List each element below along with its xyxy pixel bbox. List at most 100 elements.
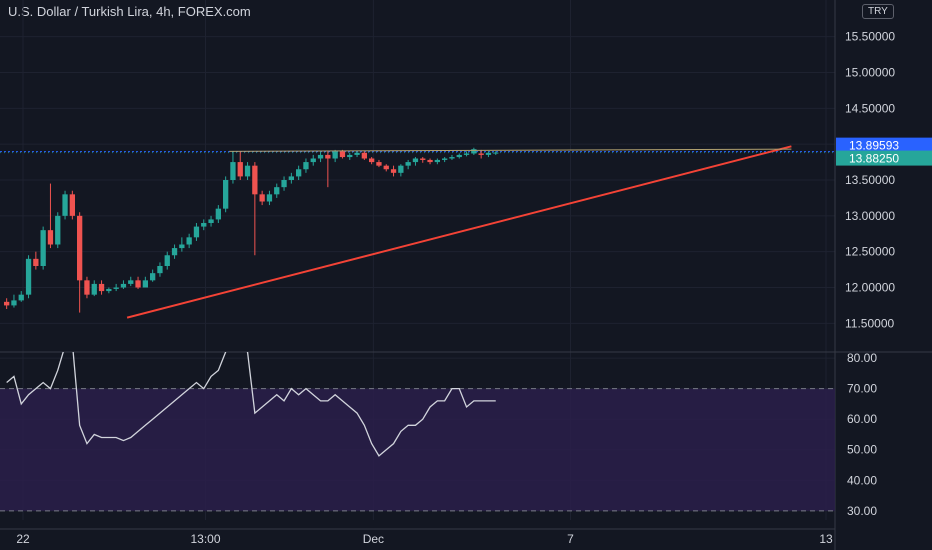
- candle: [347, 152, 353, 160]
- candle: [332, 149, 338, 163]
- candle-body: [179, 244, 185, 249]
- candle-body: [317, 154, 324, 159]
- candle-body: [442, 158, 448, 160]
- candle: [252, 162, 258, 256]
- candle: [120, 280, 127, 289]
- candle: [376, 159, 382, 168]
- price-tick-label: 15.50000: [845, 30, 895, 44]
- rsi-tick-label: 80.00: [847, 351, 877, 365]
- candle-body: [449, 157, 455, 159]
- candle: [420, 157, 426, 163]
- candle: [98, 280, 105, 295]
- candle-body: [485, 152, 492, 155]
- candle-body: [412, 158, 419, 163]
- candle-body: [478, 153, 484, 155]
- candle-body: [223, 180, 229, 209]
- candle: [55, 212, 61, 249]
- candle-body: [369, 158, 375, 163]
- candle-body: [171, 248, 178, 256]
- candle: [288, 172, 294, 184]
- candle: [142, 276, 148, 288]
- candle-body: [106, 288, 112, 292]
- candle-body: [303, 162, 309, 170]
- price-tick-label: 13.00000: [845, 209, 895, 223]
- candle: [106, 287, 112, 294]
- candle: [361, 151, 367, 160]
- candle-body: [456, 154, 462, 158]
- candle: [18, 291, 24, 302]
- rsi-tick-label: 40.00: [847, 473, 877, 487]
- time-tick-label: Dec: [363, 532, 384, 546]
- candle: [157, 262, 163, 277]
- candle: [62, 190, 68, 220]
- candle-body: [427, 159, 433, 163]
- candle: [317, 151, 324, 163]
- candle-body: [135, 280, 141, 288]
- price-badge-value: 13.88250: [849, 152, 899, 166]
- candle-body: [332, 151, 338, 159]
- candle: [259, 190, 265, 206]
- candle: [237, 151, 243, 180]
- candle: [310, 154, 316, 166]
- candle: [215, 205, 221, 223]
- candle: [77, 212, 83, 313]
- candle-body: [434, 159, 440, 163]
- candle: [47, 183, 54, 249]
- currency-badge[interactable]: TRY: [862, 4, 894, 19]
- rsi-tick-label: 30.00: [847, 504, 877, 518]
- rsi-tick-label: 50.00: [847, 443, 877, 457]
- candle: [84, 276, 90, 299]
- candle: [493, 151, 499, 155]
- candle: [164, 251, 170, 270]
- resistance-trendline: [229, 148, 792, 152]
- candle-body: [398, 165, 404, 173]
- candle: [135, 276, 141, 289]
- price-axis: 11.50000 12.00000 12.50000 13.00000 13.50000…: [845, 30, 895, 331]
- candle: [354, 151, 360, 158]
- candle: [303, 158, 309, 173]
- candle: [296, 165, 302, 180]
- candle-body: [55, 215, 61, 245]
- price-badge-value: 13.89593: [849, 139, 899, 153]
- candle-body: [113, 287, 119, 289]
- candle-body: [47, 230, 54, 245]
- candle-body: [91, 283, 97, 295]
- candle: [442, 157, 448, 163]
- time-tick-label: 7: [567, 532, 574, 546]
- candle-body: [493, 152, 499, 154]
- candle: [244, 162, 251, 180]
- candle-body: [33, 258, 39, 266]
- price-tick-label: 12.00000: [845, 281, 895, 295]
- price-tick-label: 12.50000: [845, 245, 895, 259]
- candle-body: [215, 208, 221, 220]
- candle: [456, 153, 462, 159]
- candle: [405, 159, 411, 170]
- price-tick-label: 15.00000: [845, 66, 895, 80]
- candle-body: [288, 176, 294, 180]
- candle: [128, 276, 134, 287]
- candle: [91, 280, 97, 297]
- candle: [266, 190, 273, 206]
- candle-body: [40, 230, 46, 266]
- candle-body: [390, 169, 397, 173]
- candle: [390, 165, 397, 177]
- candle: [274, 183, 280, 198]
- candle: [33, 251, 39, 270]
- candle-body: [237, 162, 243, 177]
- candle-body: [325, 154, 331, 159]
- candle-body: [157, 266, 163, 274]
- candle-body: [193, 226, 200, 238]
- candle: [449, 154, 455, 160]
- time-tick-label: 22: [16, 532, 30, 546]
- rsi-line: [6, 352, 496, 457]
- candle-body: [84, 280, 90, 295]
- last-price-badge: 13.88250: [836, 150, 932, 166]
- time-tick-label: 13: [819, 532, 833, 546]
- chart-title: U.S. Dollar / Turkish Lira, 4h, FOREX.co…: [8, 4, 251, 19]
- candle: [40, 226, 46, 270]
- candles: [4, 147, 499, 313]
- candle-body: [347, 154, 353, 158]
- candle-body: [281, 180, 287, 188]
